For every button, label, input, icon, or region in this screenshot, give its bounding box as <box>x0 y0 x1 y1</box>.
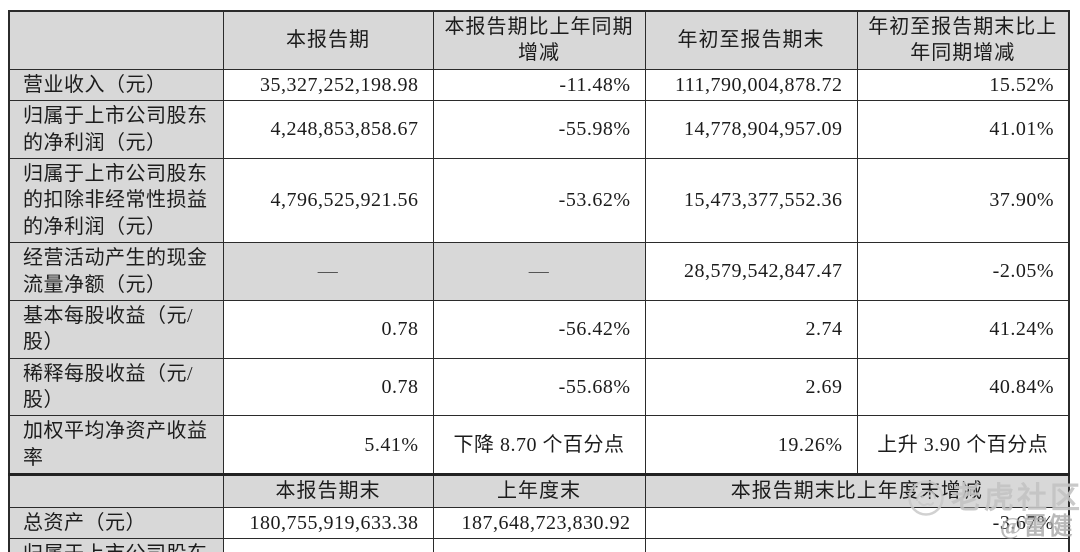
header-ytd: 年初至报告期末 <box>644 10 858 70</box>
row-label: 加权平均净资产收益率 <box>8 415 224 476</box>
key-accounting-data-table: 本报告期 本报告期比上年同期增减 年初至报告期末 年初至报告期末比上年同期增减 … <box>8 10 1070 552</box>
table-row-basic-eps: 基本每股收益（元/股） 0.78 -56.42% 2.74 41.24% <box>8 299 1070 359</box>
cell-period-end: 76,870,330,747.41 <box>222 538 434 552</box>
row-label: 稀释每股收益（元/股） <box>8 357 224 417</box>
cell-current: 0.78 <box>222 357 434 417</box>
table-row-owners-equity: 归属于上市公司股东的所有者权益（元） 76,870,330,747.41 72,… <box>8 538 1070 552</box>
table-row-operating-cash-flow: 经营活动产生的现金流量净额（元） — — 28,579,542,847.47 -… <box>8 242 1070 301</box>
cell-yoy: -55.68% <box>432 357 646 417</box>
cell-ytd: 2.69 <box>644 357 858 417</box>
cell-prev-year-end: 72,031,777,857.01 <box>432 538 646 552</box>
table-header-row-period-end: 本报告期末 上年度末 本报告期末比上年度末增减 <box>8 473 1070 508</box>
table-row-net-profit-ex-nonrecurring: 归属于上市公司股东的扣除非经常性损益的净利润（元） 4,796,525,921.… <box>8 157 1070 244</box>
row-label: 营业收入（元） <box>8 68 224 102</box>
cell-yoy: -53.62% <box>432 157 646 244</box>
cell-period-end: 180,755,919,633.38 <box>222 506 434 540</box>
table-header-row-period: 本报告期 本报告期比上年同期增减 年初至报告期末 年初至报告期末比上年同期增减 <box>8 10 1070 70</box>
cell-yoy-dash: — <box>432 242 646 301</box>
cell-yoy: -11.48% <box>432 68 646 102</box>
cell-ytd-yoy: -2.05% <box>856 242 1070 301</box>
cell-change: -3.67% <box>644 506 1070 540</box>
header-period-end: 本报告期末 <box>222 473 434 508</box>
cell-current-dash: — <box>222 242 434 301</box>
cell-ytd: 15,473,377,552.36 <box>644 157 858 244</box>
cell-ytd: 28,579,542,847.47 <box>644 242 858 301</box>
cell-current: 4,248,853,858.67 <box>222 100 434 159</box>
header-change-vs-prev-year-end: 本报告期末比上年度末增减 <box>644 473 1070 508</box>
table-row-weighted-avg-roe: 加权平均净资产收益率 5.41% 下降 8.70 个百分点 19.26% 上升 … <box>8 415 1070 476</box>
cell-yoy: 下降 8.70 个百分点 <box>432 415 646 476</box>
row-label: 归属于上市公司股东的净利润（元） <box>8 100 224 159</box>
table-row-total-assets: 总资产（元） 180,755,919,633.38 187,648,723,83… <box>8 506 1070 540</box>
cell-current: 0.78 <box>222 299 434 359</box>
cell-ytd-yoy: 40.84% <box>856 357 1070 417</box>
cell-current: 5.41% <box>222 415 434 476</box>
cell-ytd-yoy: 上升 3.90 个百分点 <box>856 415 1070 476</box>
row-label: 基本每股收益（元/股） <box>8 299 224 359</box>
header-blank-cell <box>8 473 224 508</box>
cell-yoy: -55.98% <box>432 100 646 159</box>
header-ytd-yoy-change: 年初至报告期末比上年同期增减 <box>856 10 1070 70</box>
cell-yoy: -56.42% <box>432 299 646 359</box>
cell-change: 6.72% <box>644 538 1070 552</box>
header-yoy-change: 本报告期比上年同期增减 <box>432 10 646 70</box>
row-label: 经营活动产生的现金流量净额（元） <box>8 242 224 301</box>
header-prev-year-end: 上年度末 <box>432 473 646 508</box>
header-blank-cell <box>8 10 224 70</box>
cell-current: 35,327,252,198.98 <box>222 68 434 102</box>
cell-ytd: 111,790,004,878.72 <box>644 68 858 102</box>
cell-ytd: 14,778,904,957.09 <box>644 100 858 159</box>
header-current-period: 本报告期 <box>222 10 434 70</box>
cell-ytd-yoy: 37.90% <box>856 157 1070 244</box>
cell-current: 4,796,525,921.56 <box>222 157 434 244</box>
cell-ytd-yoy: 41.24% <box>856 299 1070 359</box>
row-label: 总资产（元） <box>8 506 224 540</box>
cell-ytd: 19.26% <box>644 415 858 476</box>
cell-prev-year-end: 187,648,723,830.92 <box>432 506 646 540</box>
table-row-revenue: 营业收入（元） 35,327,252,198.98 -11.48% 111,79… <box>8 68 1070 102</box>
table-row-diluted-eps: 稀释每股收益（元/股） 0.78 -55.68% 2.69 40.84% <box>8 357 1070 417</box>
row-label: 归属于上市公司股东的所有者权益（元） <box>8 538 224 552</box>
row-label: 归属于上市公司股东的扣除非经常性损益的净利润（元） <box>8 157 224 244</box>
cell-ytd: 2.74 <box>644 299 858 359</box>
cell-ytd-yoy: 41.01% <box>856 100 1070 159</box>
table-row-net-profit: 归属于上市公司股东的净利润（元） 4,248,853,858.67 -55.98… <box>8 100 1070 159</box>
cell-ytd-yoy: 15.52% <box>856 68 1070 102</box>
